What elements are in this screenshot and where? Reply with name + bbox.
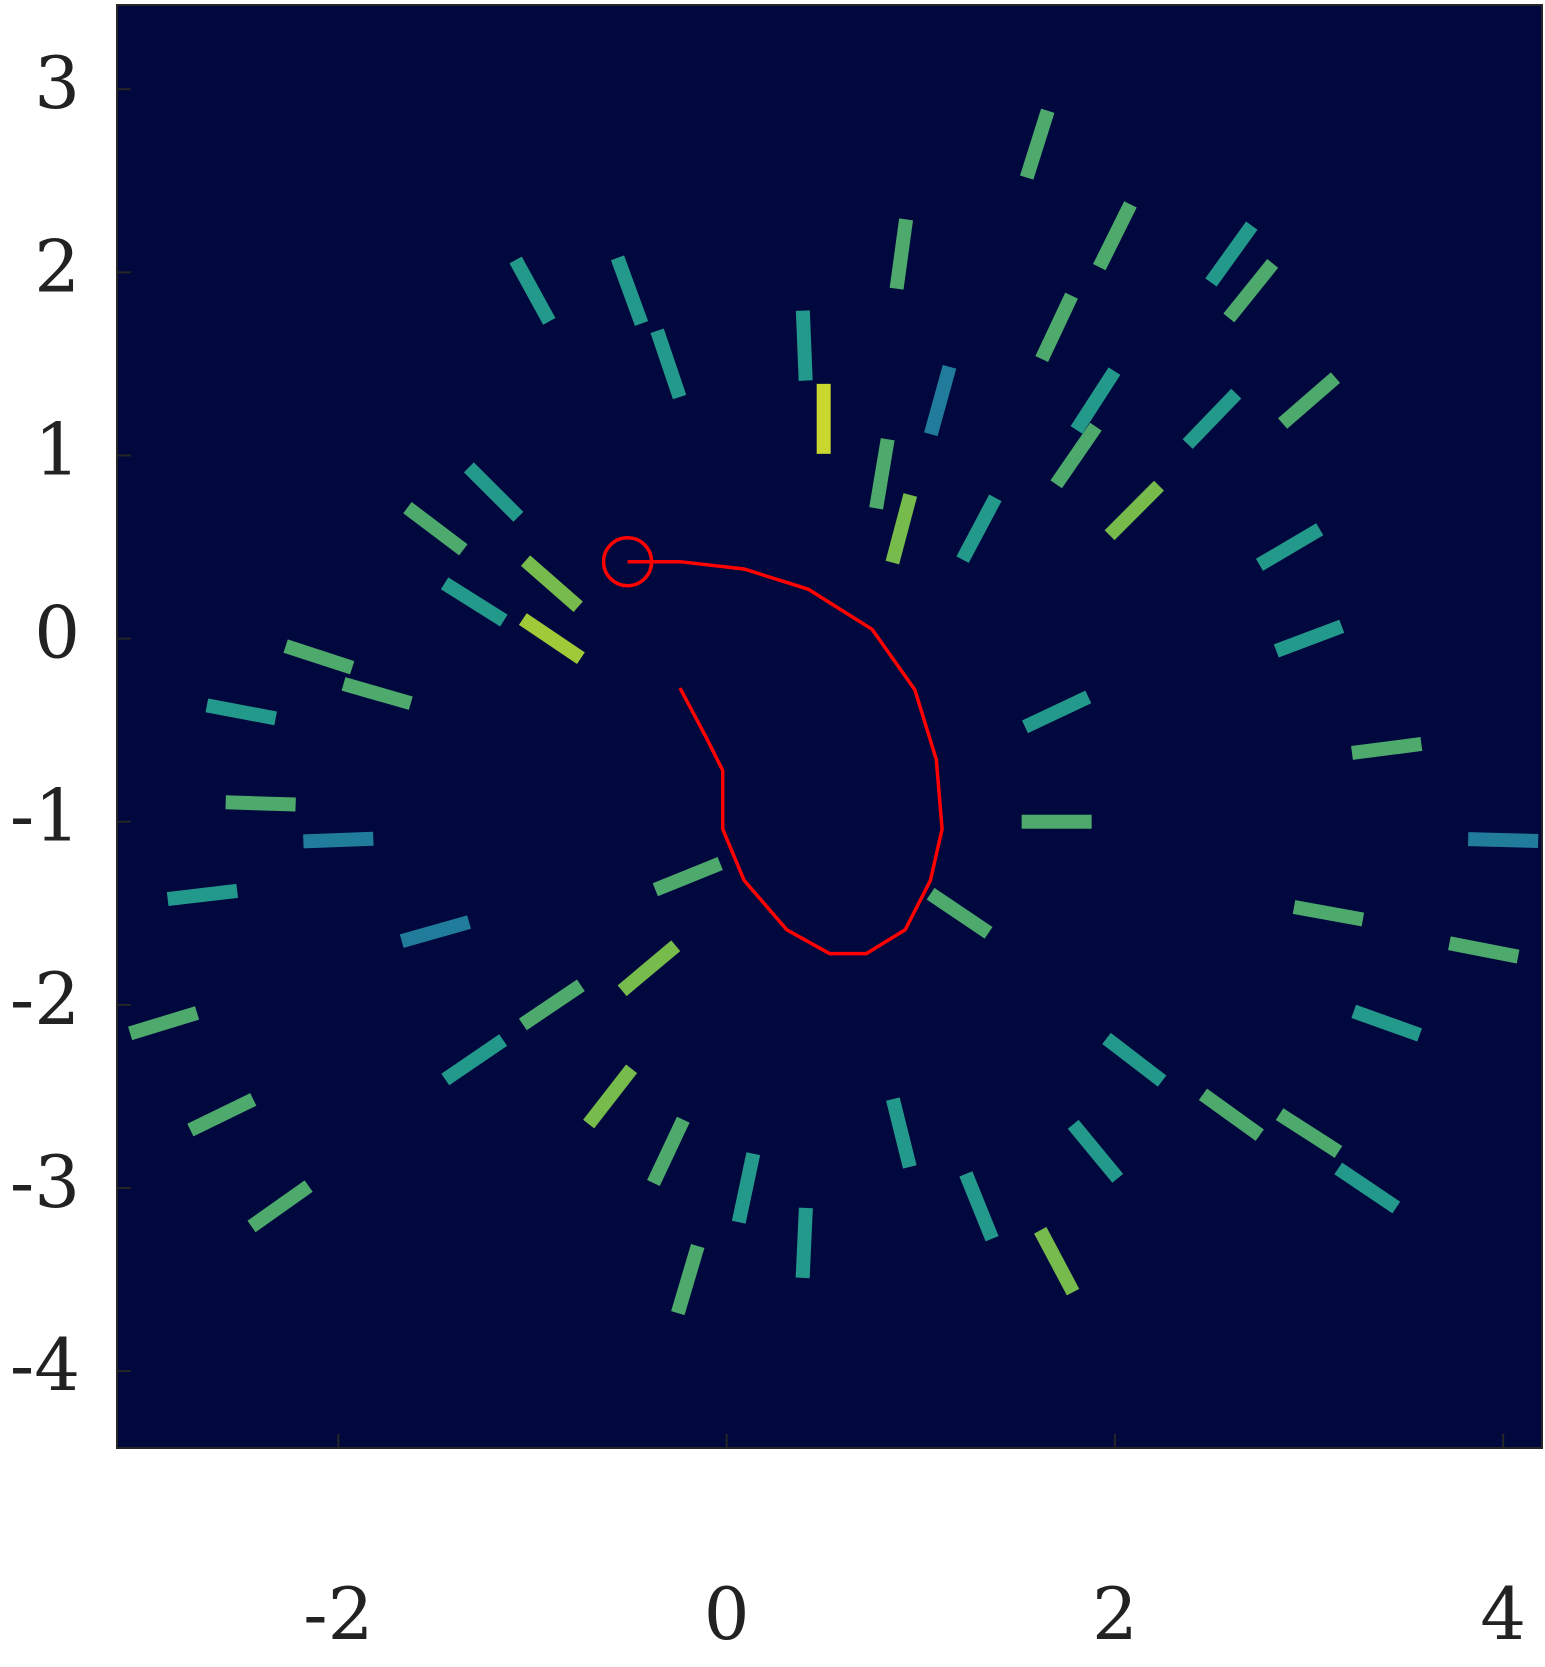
y-tick-label: 0	[34, 591, 80, 675]
heat-cell	[518, 613, 585, 664]
heat-cell	[924, 364, 957, 437]
heat-cell	[650, 328, 687, 400]
heat-cell	[1273, 619, 1345, 658]
heat-cell	[1093, 201, 1137, 271]
heat-cell	[1021, 814, 1092, 829]
heat-cell	[1275, 1108, 1343, 1158]
heat-cell	[795, 1207, 813, 1279]
heat-cell	[1070, 367, 1121, 434]
heat-cell	[795, 310, 813, 381]
heat-cell	[166, 883, 239, 907]
heat-cell	[1255, 523, 1324, 571]
y-tick-label: 2	[34, 224, 80, 308]
x-tick-label: 4	[1480, 1572, 1526, 1656]
heat-cell	[1035, 292, 1078, 362]
heat-cell	[1067, 1119, 1124, 1183]
heat-cell	[583, 1064, 638, 1129]
heat-cell	[1292, 900, 1365, 927]
heat-cell	[816, 383, 831, 454]
heat-cell	[1050, 422, 1102, 489]
plot-background	[117, 5, 1542, 1448]
heat-cell	[1467, 832, 1539, 848]
heat-cell	[1104, 480, 1164, 541]
heat-cell	[610, 255, 649, 326]
heat-cell	[403, 502, 468, 556]
heat-cell	[441, 1034, 508, 1086]
heat-cell	[1182, 388, 1242, 449]
heat-cell	[225, 795, 296, 812]
heat-cell	[1034, 1227, 1080, 1296]
plot-area	[128, 108, 1539, 1316]
heat-cell	[1020, 108, 1055, 180]
heat-cell	[520, 555, 583, 612]
heat-cell	[518, 979, 585, 1031]
heat-cell	[205, 698, 277, 726]
heat-cell	[889, 218, 914, 290]
heat-cell	[1205, 221, 1258, 287]
heat-cell	[1351, 737, 1423, 760]
heat-cell	[926, 887, 993, 939]
heat-cell	[959, 1171, 999, 1242]
heat-cell	[1022, 690, 1092, 734]
heat-cell	[341, 677, 413, 710]
start-marker	[601, 535, 654, 588]
heat-cell	[885, 493, 918, 565]
heat-cell	[731, 1152, 761, 1224]
heat-cell	[1278, 372, 1341, 429]
y-tick-label: -4	[10, 1323, 80, 1407]
heat-cell	[1351, 1004, 1422, 1042]
heat-cell	[647, 1116, 690, 1186]
heat-cell	[187, 1093, 257, 1137]
heat-cell	[1102, 1032, 1167, 1087]
axes-box	[116, 4, 1543, 1449]
heat-cell	[247, 1180, 313, 1233]
heat-cell	[509, 256, 556, 325]
y-tick-label: -1	[10, 774, 80, 858]
y-tick-label: 3	[34, 41, 80, 125]
heat-cell	[617, 940, 681, 997]
heat-cell	[869, 438, 895, 510]
heat-cell	[399, 915, 471, 948]
trajectory	[627, 559, 944, 956]
y-tick-label: -2	[10, 957, 80, 1041]
heat-cell	[1334, 1162, 1401, 1214]
heat-cell	[886, 1097, 917, 1169]
heat-cell	[956, 494, 1002, 563]
y-tick-label: -3	[10, 1140, 80, 1224]
heat-cell	[1198, 1088, 1264, 1141]
x-tick-label: -2	[303, 1572, 373, 1656]
heat-cell	[652, 857, 723, 897]
heat-cell	[1223, 259, 1279, 323]
heat-cell	[1448, 936, 1520, 964]
heat-cell	[128, 1006, 200, 1041]
heat-cell	[440, 577, 508, 627]
heat-cell	[303, 831, 374, 849]
x-tick-label: 2	[1092, 1572, 1138, 1656]
heat-cell	[283, 639, 355, 675]
heat-cell	[671, 1243, 705, 1316]
x-tick-label: 0	[704, 1572, 750, 1656]
y-tick-label: 1	[34, 407, 80, 491]
heat-cell	[463, 462, 524, 522]
